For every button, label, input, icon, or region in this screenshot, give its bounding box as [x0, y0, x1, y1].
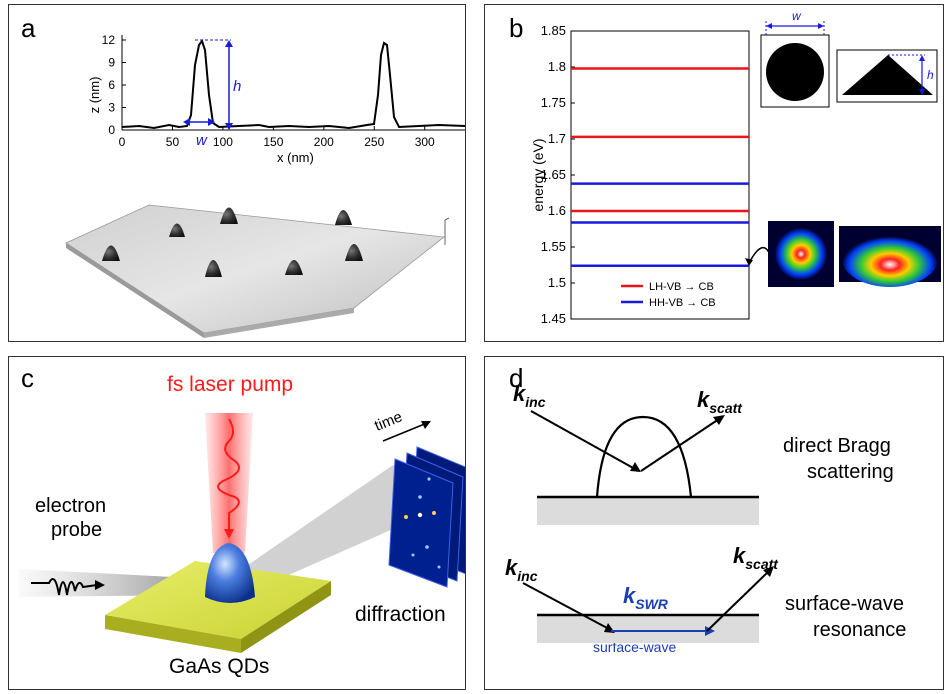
profile-xtick-label: 250: [364, 135, 384, 149]
laser-pulse: [217, 418, 240, 533]
time-arrow: [382, 422, 428, 442]
panel-a: a 0 3 6 9 12 0 50 100 150 200 250 300 h w x (nm) z…: [8, 4, 466, 342]
profile-ytick-label: 6: [108, 78, 115, 92]
energy-ytick-label: 1.85: [541, 23, 566, 38]
profile-ylabel: z (nm): [87, 77, 102, 114]
resonance-label-line1: surface-wave: [785, 593, 904, 615]
qd-bump-6: [285, 260, 303, 275]
profile-xticks: 0 50 100 150 200 250 300: [119, 126, 435, 149]
sample-front: [105, 615, 241, 653]
afm-profile-plot: 0 3 6 9 12 0 50 100 150 200 250 300 h w x (nm) z (…: [65, 33, 465, 338]
panel-b: b 1.85 1.8 1.75 1.7 1.65 1.6 1.55 1.5 1.45 energ…: [484, 4, 944, 342]
profile-xtick-label: 150: [263, 135, 283, 149]
bragg-label-line1: direct Bragg: [783, 435, 891, 457]
qd-bump-4: [102, 245, 120, 261]
qd-bump-3: [335, 210, 352, 225]
qd-bump-7: [345, 244, 363, 261]
h-label: h: [233, 78, 241, 95]
sample-side: [241, 581, 331, 653]
qd-w-label: w: [792, 9, 802, 23]
swr-k-swr-label: kSWR: [623, 583, 669, 612]
profile-xtick-label: 0: [119, 135, 126, 149]
panel-b-label: b: [509, 13, 524, 43]
resonance-label-line2: resonance: [813, 619, 907, 641]
laser-label: fs laser pump: [167, 373, 294, 396]
qd-bump-2: [220, 207, 238, 224]
h-arrowhead-top: [225, 40, 233, 47]
legend-lh-label: LH-VB → CB: [649, 281, 714, 293]
scattering-diagram: kinc kscatt kinc kSWR kscatt: [505, 381, 779, 643]
energy-ytick-label: 1.5: [548, 275, 566, 290]
w-arrowhead-right: [208, 118, 215, 126]
bragg-k-inc-arrow: [530, 410, 636, 470]
panel-d-label: d: [509, 363, 524, 393]
qd-dome: [205, 543, 255, 603]
energy-ytick-label: 1.7: [548, 131, 566, 146]
profile-xtick-label: 200: [314, 135, 334, 149]
bragg-k-scatt-label: kscatt: [697, 387, 743, 416]
h-arrowhead-bottom: [225, 123, 233, 130]
afm-surface-edge-right: [204, 308, 354, 338]
probe-pulse: [31, 578, 98, 596]
probe-label-line2: probe: [51, 519, 103, 541]
energy-ytick-label: 1.55: [541, 239, 566, 254]
profile-xtick-label: 300: [415, 135, 435, 149]
profile-ytick-label: 3: [108, 101, 115, 115]
qd-sideview-pyramid: [842, 55, 933, 95]
sample-label: GaAs QDs: [169, 655, 270, 678]
energy-ytick-label: 1.75: [541, 95, 566, 110]
energy-ytick-label: 1.45: [541, 311, 566, 326]
profile-ytick-label: 12: [102, 33, 116, 47]
afm-surface: [65, 204, 446, 334]
probe-label-line1: electron: [35, 495, 107, 517]
experiment-schematic: time: [19, 408, 465, 653]
profile-yticks: 0 3 6 9 12: [102, 33, 126, 137]
energy-level-chart: 1.85 1.8 1.75 1.7 1.65 1.6 1.55 1.5 1.45 energy …: [530, 9, 941, 326]
diffraction-screen-front: [388, 458, 454, 588]
diffraction-screens: [388, 446, 465, 588]
panel-c: c fs laser pump electron probe diffracti…: [8, 356, 466, 690]
profile-xtick-label: 50: [166, 135, 180, 149]
diffraction-label: diffraction: [355, 603, 446, 626]
bragg-label-line2: scattering: [807, 461, 894, 483]
qd-bump-1: [169, 223, 185, 237]
panel-d: d direct Bragg scattering surface-wave r…: [484, 356, 944, 690]
energy-ytick-label: 1.65: [541, 167, 566, 182]
swr-k-inc-arrow: [522, 582, 610, 630]
qd-topview-disk: [766, 43, 824, 101]
swr-k-inc-label: kinc: [505, 555, 538, 584]
qd-h-label: h: [927, 68, 934, 82]
qd-bump-5: [205, 260, 222, 277]
afm-surface-edge: [66, 243, 204, 338]
profile-xtick-label: 100: [213, 135, 233, 149]
swr-substrate: [537, 615, 759, 643]
profile-ytick-label: 9: [108, 56, 115, 70]
bragg-substrate: [537, 497, 759, 525]
profile-xlabel: x (nm): [277, 150, 314, 165]
bragg-qd-outline: [595, 415, 693, 498]
energy-plot-frame: [570, 30, 750, 320]
energy-ytick-label: 1.8: [548, 59, 566, 74]
energy-yticks: 1.85 1.8 1.75 1.7 1.65 1.6 1.55 1.5 1.45: [541, 23, 575, 326]
energy-ytick-label: 1.6: [548, 203, 566, 218]
swr-k-scatt-arrow: [706, 570, 770, 632]
panel-a-label: a: [21, 13, 36, 43]
swr-k-scatt-label: kscatt: [733, 543, 779, 572]
energy-levels: [571, 67, 749, 267]
bragg-k-inc-label: kinc: [513, 381, 546, 410]
profile-ytick-label: 0: [108, 123, 115, 137]
energy-ylabel: energy (eV): [530, 138, 546, 211]
legend-hh-label: HH-VB → CB: [649, 297, 716, 309]
height-profile-line: [121, 38, 465, 130]
afm-dots: [102, 207, 363, 277]
bragg-k-scatt-arrow: [640, 418, 720, 472]
w-arrowhead-left: [183, 118, 190, 126]
laser-beam: [205, 413, 253, 553]
time-label: time: [372, 408, 405, 434]
panel-c-label: c: [21, 363, 34, 393]
w-label: w: [196, 132, 208, 149]
